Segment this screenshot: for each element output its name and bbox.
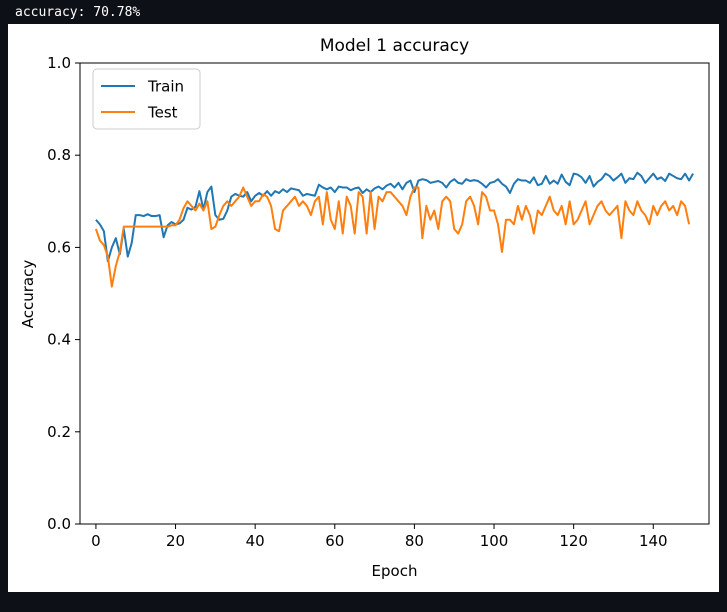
console-output-line: accuracy: 70.78% xyxy=(15,5,141,20)
series-line-test xyxy=(94,186,691,288)
x-tick-label: 0 xyxy=(91,532,101,550)
y-tick-label: 0.2 xyxy=(47,423,71,441)
y-axis-ticks: 0.0 0.2 0.4 0.6 0.8 1.0 xyxy=(47,54,80,533)
x-tick-label: 20 xyxy=(166,532,185,550)
legend-train-label: Train xyxy=(147,78,184,96)
x-tick-label: 100 xyxy=(480,532,509,550)
x-tick-label: 120 xyxy=(559,532,588,550)
accuracy-chart: Model 1 accuracy 0.0 0.2 0.4 0.6 0.8 1.0 0 20 4… xyxy=(19,36,710,580)
legend-box xyxy=(92,68,201,130)
legend-test-label: Test xyxy=(147,104,178,122)
x-axis-ticks: 0 20 40 60 80 100 120 140 xyxy=(91,524,668,550)
y-axis-label: Accuracy xyxy=(19,260,37,329)
x-axis-label: Epoch xyxy=(372,562,418,580)
y-tick-label: 0.8 xyxy=(47,146,71,164)
y-tick-label: 0.6 xyxy=(47,238,71,256)
plot-area-frame xyxy=(79,62,710,525)
x-tick-label: 60 xyxy=(325,532,344,550)
figure-panel: Model 1 accuracy 0.0 0.2 0.4 0.6 0.8 1.0 0 20 4… xyxy=(8,24,719,592)
y-tick-label: 0.0 xyxy=(47,515,71,533)
y-tick-label: 0.4 xyxy=(47,331,71,349)
legend: Train Test xyxy=(92,68,201,130)
series-line-train xyxy=(95,171,694,263)
series-lines xyxy=(94,171,694,288)
x-tick-label: 40 xyxy=(246,532,265,550)
x-tick-label: 80 xyxy=(405,532,424,550)
chart-title: Model 1 accuracy xyxy=(320,36,469,56)
x-tick-label: 140 xyxy=(639,532,668,550)
y-tick-label: 1.0 xyxy=(47,54,71,72)
